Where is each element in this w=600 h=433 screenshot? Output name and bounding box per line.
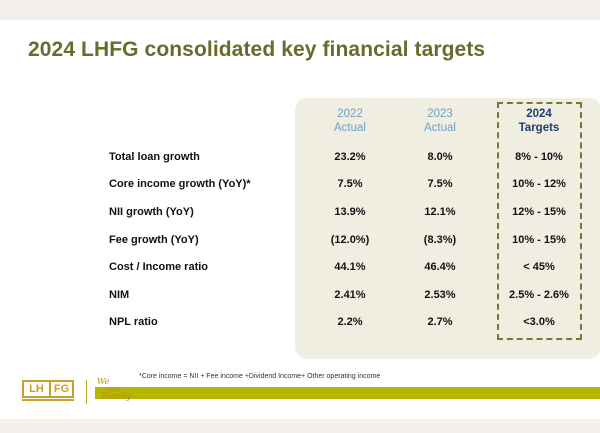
cell-2022: 44.1% [334, 261, 366, 273]
row-label-core-income-growth: Core income growth (YoY)* [109, 178, 251, 190]
slogan-family: Family [101, 392, 132, 402]
slide-title: 2024 LHFG consolidated key financial tar… [28, 38, 486, 61]
lhfg-logo: LH FG [22, 380, 74, 402]
col-header-year: 2022 [337, 108, 363, 120]
row-label-nim: NIM [109, 289, 130, 301]
col-header-year: 2023 [427, 108, 453, 120]
cell-2024-target: 2.5% - 2.6% [509, 289, 569, 301]
row-label-nii-growth: NII growth (YoY) [109, 206, 194, 218]
col-header-2023: 2023 Actual [395, 107, 485, 135]
col-header-sub: Actual [334, 122, 366, 134]
values-panel [295, 98, 600, 359]
slogan-we: We [97, 377, 110, 386]
cell-2024-target: 8% - 10% [515, 151, 563, 163]
cell-2023: 2.7% [427, 316, 453, 328]
logo-underline [22, 399, 74, 401]
cell-2023: 7.5% [427, 178, 453, 190]
cell-2022: 13.9% [334, 206, 366, 218]
cell-2023: 46.4% [424, 261, 456, 273]
cell-2023: (8.3%) [423, 234, 457, 246]
col-header-2022: 2022 Actual [305, 107, 395, 135]
row-label-npl-ratio: NPL ratio [109, 316, 158, 328]
cell-2023: 2.53% [424, 289, 456, 301]
cell-2024-target: <3.0% [523, 316, 555, 328]
cell-2023: 8.0% [427, 151, 453, 163]
col-header-2024: 2024 Targets [494, 107, 584, 135]
col-header-sub: Actual [424, 122, 456, 134]
logo-fg: FG [49, 380, 74, 398]
cell-2022: 23.2% [334, 151, 366, 163]
cell-2024-target: 12% - 15% [512, 206, 566, 218]
cell-2022: 2.2% [337, 316, 363, 328]
cell-2024-target: < 45% [523, 261, 555, 273]
row-label-cost-income-ratio: Cost / Income ratio [109, 261, 209, 273]
footer-divider [86, 380, 87, 404]
footnote: *Core income = NII + Fee income +Dividen… [139, 373, 381, 380]
logo-lh: LH [22, 380, 49, 398]
cell-2024-target: 10% - 15% [512, 234, 566, 246]
col-header-sub: Targets [518, 122, 560, 134]
row-label-fee-growth: Fee growth (YoY) [109, 234, 199, 246]
cell-2022: 7.5% [337, 178, 363, 190]
col-header-year: 2024 [526, 108, 552, 120]
targets-dashed-box [497, 102, 582, 340]
cell-2023: 12.1% [424, 206, 456, 218]
slogan-logo: We care Family [95, 377, 151, 433]
slide: 2024 LHFG consolidated key financial tar… [0, 20, 600, 419]
row-label-loan-growth: Total loan growth [109, 151, 200, 163]
cell-2022: (12.0%) [330, 234, 370, 246]
cell-2024-target: 10% - 12% [512, 178, 566, 190]
cell-2022: 2.41% [334, 289, 366, 301]
footer-accent-bar [95, 387, 600, 399]
slogan-care: care [106, 385, 122, 393]
